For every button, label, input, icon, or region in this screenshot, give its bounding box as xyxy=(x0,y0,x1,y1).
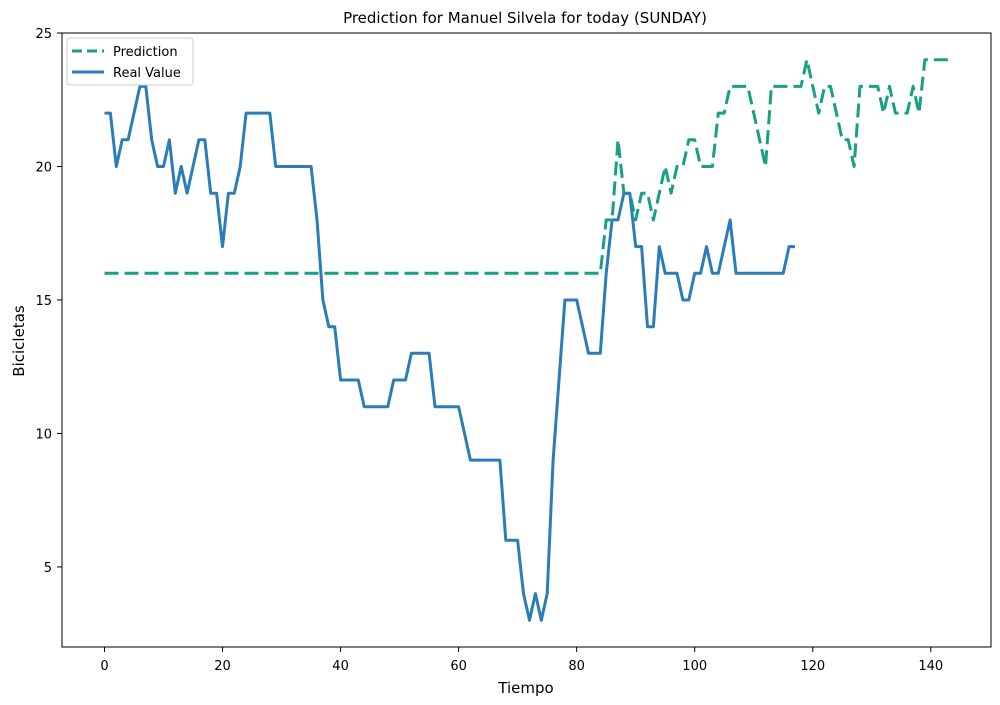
legend: Prediction Real Value xyxy=(66,37,194,86)
x-tick-label: 20 xyxy=(214,659,231,674)
x-tick-label: 0 xyxy=(100,659,108,674)
y-tick-label: 25 xyxy=(35,27,52,42)
y-tick-label: 10 xyxy=(35,427,52,442)
x-tick-label: 40 xyxy=(332,659,349,674)
legend-label: Prediction xyxy=(113,45,178,60)
y-axis-ticks: 5 10 15 20 25 xyxy=(35,27,62,576)
y-axis-label: Bicicletas xyxy=(10,305,28,377)
legend-label: Real Value xyxy=(113,66,181,81)
y-tick-label: 15 xyxy=(35,294,52,309)
x-axis-label: Tiempo xyxy=(497,679,553,697)
x-tick-label: 80 xyxy=(568,659,585,674)
series-layer xyxy=(104,58,949,622)
x-axis-ticks: 0 20 40 60 80 100 120 140 xyxy=(100,647,943,674)
chart-title: Prediction for Manuel Silvela for today … xyxy=(343,9,707,27)
x-tick-label: 100 xyxy=(682,659,707,674)
x-tick-label: 60 xyxy=(450,659,467,674)
plot-frame xyxy=(61,32,992,648)
y-tick-label: 5 xyxy=(44,561,52,576)
x-tick-label: 140 xyxy=(918,659,943,674)
x-tick-label: 120 xyxy=(800,659,825,674)
series-line-1 xyxy=(104,84,795,622)
series-line-0 xyxy=(104,58,949,275)
y-tick-label: 20 xyxy=(35,160,52,175)
